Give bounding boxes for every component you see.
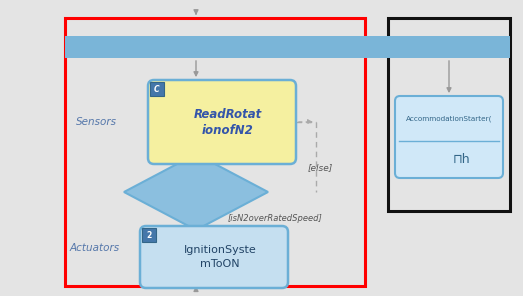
Text: IgnitionSyste
mToON: IgnitionSyste mToON	[184, 245, 256, 268]
Text: C: C	[154, 84, 160, 94]
Bar	[65, 18, 365, 286]
Bar	[142, 228, 156, 242]
Text: 2: 2	[146, 231, 152, 239]
Text: AccommodationStarter(: AccommodationStarter(	[406, 116, 492, 122]
FancyBboxPatch shape	[140, 226, 288, 288]
Bar	[65, 36, 510, 58]
Polygon shape	[124, 154, 268, 230]
Text: ReadRotat
ionofN2: ReadRotat ionofN2	[194, 107, 262, 136]
Bar	[388, 18, 510, 211]
Text: [else]: [else]	[308, 163, 333, 173]
Text: ⊓h: ⊓h	[453, 153, 471, 166]
Text: [isN2overRatedSpeed]: [isN2overRatedSpeed]	[228, 213, 323, 223]
Bar	[150, 82, 164, 96]
FancyBboxPatch shape	[395, 96, 503, 178]
FancyBboxPatch shape	[148, 80, 296, 164]
Text: Sensors: Sensors	[76, 117, 117, 127]
Text: Actuators: Actuators	[70, 243, 120, 253]
